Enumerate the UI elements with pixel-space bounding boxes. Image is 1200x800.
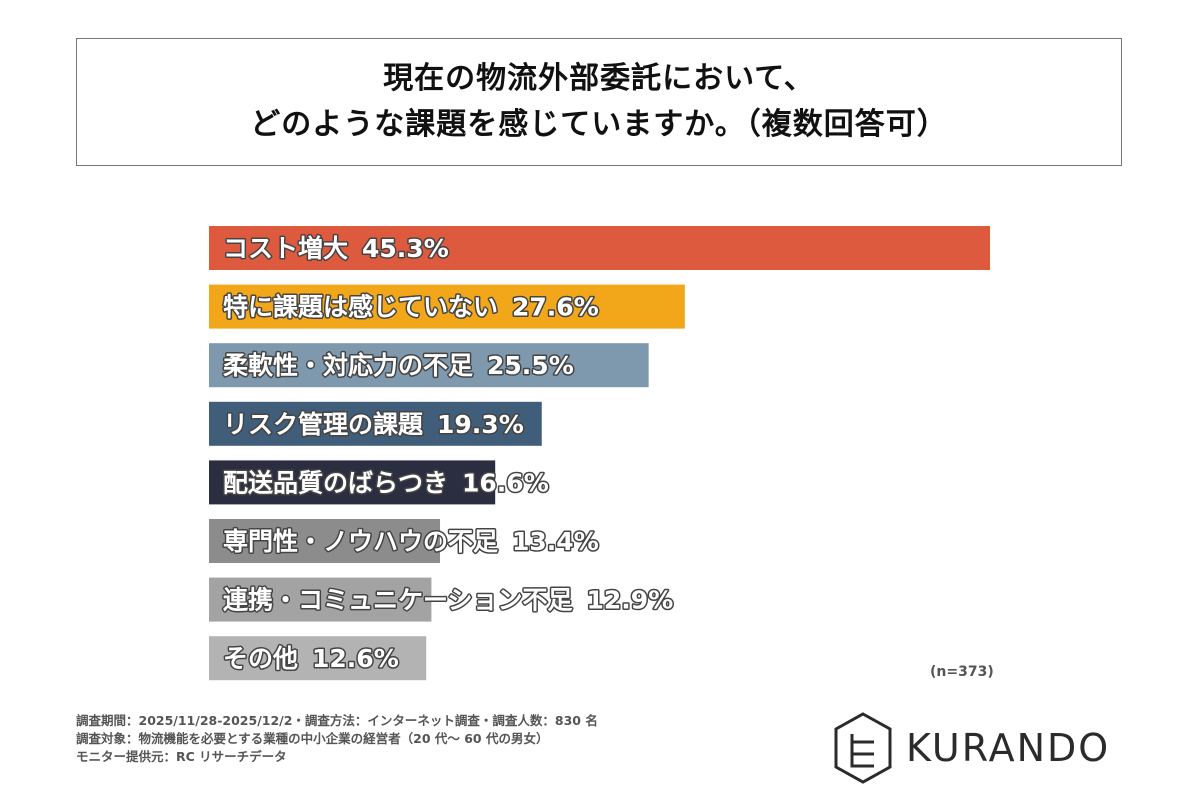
bar-8 [209, 636, 427, 681]
bar-category-7: 連携・コミュニケーション不足 [223, 586, 573, 615]
footnote-survey-target: 調査対象：物流機能を必要とする業種の中小企業の経営者（20 代〜 60 代の男女… [76, 731, 549, 746]
bar-label-7: 連携・コミュニケーション不足 12.9% [223, 586, 673, 615]
bar-value-8: 12.6% [312, 644, 399, 673]
kurando-logo: KURANDO [832, 708, 1132, 788]
bar-value-2: 27.6% [512, 293, 599, 322]
bar-5 [209, 460, 496, 505]
footnote-survey-period: 調査期間：2025/11/28-2025/12/2・調査方法：インターネット調査… [76, 713, 598, 728]
bar-6 [209, 519, 441, 563]
sample-size-note: (n=373) [930, 664, 994, 680]
bar-3 [209, 343, 649, 388]
bar-label-6: 専門性・ノウハウの不足 13.4% [223, 527, 599, 556]
bar-value-7: 12.9% [587, 586, 674, 615]
bar-value-1: 45.3% [362, 234, 449, 263]
bar-7 [209, 577, 432, 622]
bar-value-5: 16.6% [462, 468, 549, 497]
bar-value-4: 19.3% [437, 410, 524, 439]
bar-category-8: その他 [223, 644, 298, 673]
bar-label-2: 特に課題は感じていない 27.6% [223, 293, 599, 322]
title-line-2: どのような課題を感じていますか。（複数回答可） [250, 107, 948, 142]
bar-1 [209, 226, 990, 270]
kurando-hexagon-logo-icon [834, 712, 892, 784]
bar-value-6: 13.4% [512, 527, 599, 556]
bar-category-3: 柔軟性・対応力の不足 [223, 351, 473, 380]
bar-label-5: 配送品質のばらつき 16.6% [223, 468, 549, 497]
title-box: 現在の物流外部委託において、 どのような課題を感じていますか。（複数回答可） [76, 38, 1122, 166]
logo-text: KURANDO [906, 726, 1111, 770]
bar-label-4: リスク管理の課題 19.3% [223, 410, 524, 439]
bar-label-1: コスト増大 45.3% [223, 234, 449, 263]
footnotes: 調査期間：2025/11/28-2025/12/2・調査方法：インターネット調査… [76, 712, 598, 766]
footnote-monitor-source: モニター提供元：RC リサーチデータ [76, 749, 287, 764]
bar-category-4: リスク管理の課題 [223, 410, 424, 439]
bar-category-2: 特に課題は感じていない [223, 293, 498, 322]
bar-category-1: コスト増大 [223, 234, 348, 263]
bar-label-3: 柔軟性・対応力の不足 25.5% [223, 351, 574, 380]
bar-2 [209, 284, 685, 329]
bar-category-6: 専門性・ノウハウの不足 [223, 527, 498, 556]
bar-label-8: その他 12.6% [223, 644, 399, 673]
title-line-1: 現在の物流外部委託において、 [383, 61, 815, 96]
bar-4 [209, 401, 542, 446]
bar-value-3: 25.5% [487, 351, 574, 380]
bar-category-5: 配送品質のばらつき [223, 468, 448, 497]
